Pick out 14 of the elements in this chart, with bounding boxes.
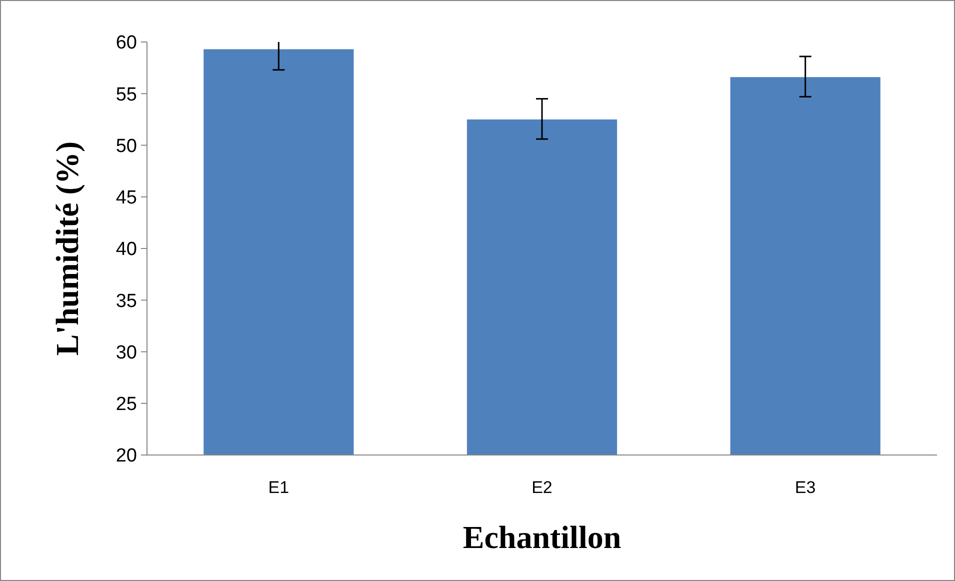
x-tick-label: E3 [794,478,816,497]
y-tick-label: 30 [116,342,137,364]
y-tick-label: 25 [116,394,137,416]
y-tick-label: 50 [116,136,137,157]
y-tick-label: 55 [116,84,137,106]
x-tick-label: E2 [532,478,552,497]
x-tick-label: E1 [268,478,290,497]
y-tick-label: 45 [116,188,137,209]
y-tick-label: 60 [116,32,137,54]
x-axis-title: Echantillon [462,519,622,555]
y-tick-label: 35 [116,290,137,312]
y-tick-label: 20 [116,446,137,467]
y-axis-title: L'humidité (%) [49,141,85,356]
y-tick-label: 40 [116,239,137,260]
